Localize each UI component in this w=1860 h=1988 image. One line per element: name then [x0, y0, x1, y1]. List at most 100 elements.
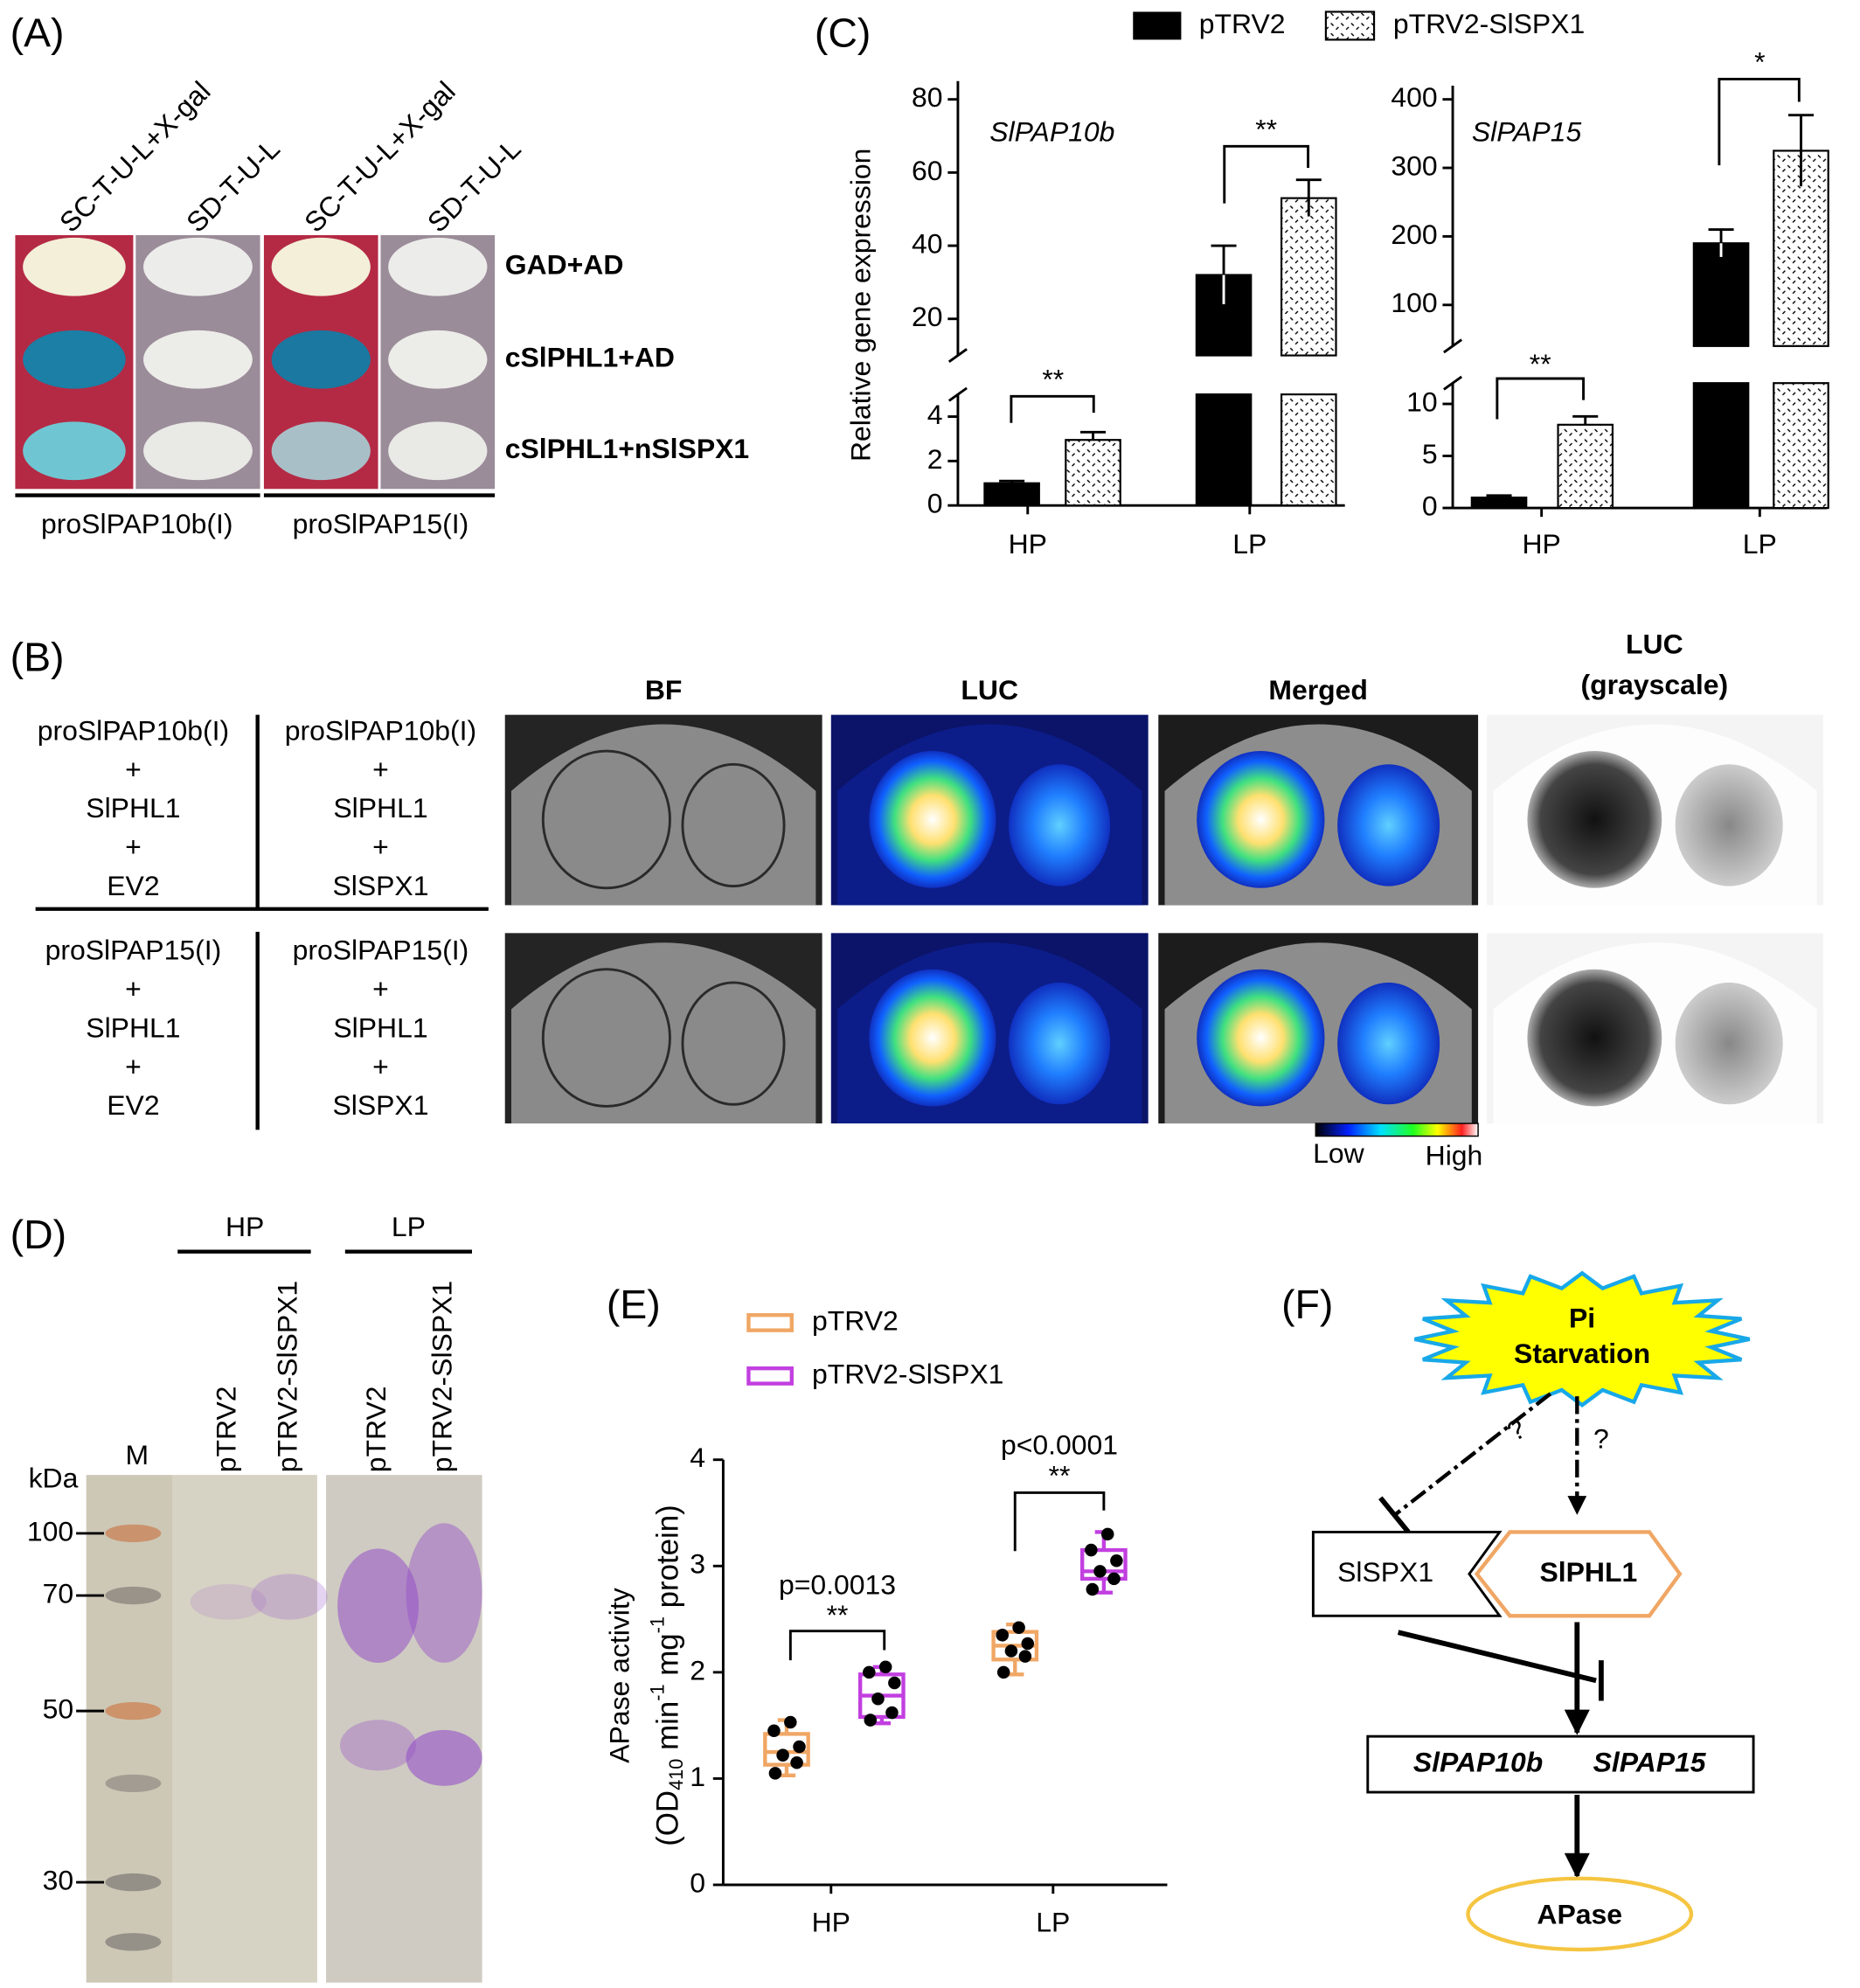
column-header: SD-T-U-L	[180, 133, 286, 239]
significance-label: **	[1042, 363, 1064, 394]
axis-title-part: min	[651, 1701, 685, 1759]
y-tick-label: 400	[1391, 81, 1437, 113]
p-value: p<0.0001	[1001, 1429, 1118, 1461]
chart-title: SlPAP15	[1472, 115, 1582, 147]
protein-band	[337, 1548, 420, 1663]
legend-swatch	[1324, 10, 1376, 41]
y-tick-label: 4	[927, 399, 943, 430]
ladder-band	[105, 1873, 162, 1892]
data-point	[1012, 1621, 1025, 1635]
column-header: SD-T-U-L	[421, 133, 527, 239]
group-label: LP	[392, 1211, 426, 1242]
legend-label: pTRV2-SlSPX1	[812, 1358, 1003, 1389]
data-point	[1021, 1637, 1035, 1651]
row-label: cSlPHL1+nSlSPX1	[505, 433, 749, 464]
leaf	[510, 942, 816, 1124]
infiltration-spot	[1675, 982, 1783, 1105]
panel-label: (C)	[815, 10, 871, 55]
protein-band	[340, 1720, 417, 1771]
significance-bracket	[788, 1630, 886, 1661]
y-tick-label: 60	[912, 155, 943, 186]
bar	[1280, 393, 1337, 507]
chart-title: SlPAP10b	[989, 115, 1114, 147]
y-tick-label: 2	[690, 1654, 705, 1686]
data-point	[776, 1748, 789, 1762]
significance-label: *	[1754, 45, 1765, 77]
ladder-band	[105, 1701, 162, 1720]
data-point	[885, 1706, 899, 1720]
activator-box	[1474, 1530, 1683, 1618]
legend-swatch	[1133, 11, 1182, 40]
legend-label: pTRV2	[1199, 8, 1286, 39]
repressor-label: SlSPX1	[1337, 1556, 1433, 1588]
y-tick-label: 40	[912, 227, 943, 259]
axis-title: APase activity	[604, 1588, 635, 1763]
error-bar	[1080, 430, 1107, 441]
error-bar	[999, 479, 1025, 483]
yeast-spot	[23, 237, 126, 296]
inhibition-line	[1397, 1630, 1597, 1684]
infiltration-spot	[869, 751, 996, 888]
construct-label: +	[125, 754, 142, 785]
error-bar	[1211, 244, 1237, 304]
marker-label: 50	[43, 1693, 74, 1725]
axis-title-part: (OD	[651, 1790, 685, 1846]
data-point	[784, 1715, 797, 1729]
colorbar	[1315, 1123, 1479, 1137]
data-point	[888, 1676, 901, 1690]
data-point	[1107, 1572, 1121, 1586]
y-tick-label: 0	[1422, 490, 1438, 521]
error-bar	[1295, 178, 1322, 217]
data-point	[1018, 1650, 1032, 1663]
data-point	[863, 1665, 876, 1679]
panel-label: (B)	[10, 635, 65, 680]
y-tick-label: 300	[1391, 149, 1437, 181]
infiltration-spot	[681, 981, 786, 1106]
marker-label: 100	[27, 1515, 73, 1547]
data-point	[793, 1740, 806, 1754]
data-point	[878, 1660, 892, 1674]
bar	[1470, 497, 1528, 510]
significance-label: **	[1255, 113, 1277, 144]
error-bar	[1486, 494, 1512, 498]
legend-label: pTRV2	[812, 1304, 899, 1336]
construct-label: proSlPAP10b(I)	[38, 714, 229, 746]
infiltration-spot	[1527, 969, 1662, 1107]
image-header: BF	[645, 674, 683, 706]
data-point	[1086, 1582, 1100, 1596]
construct-label: SlPHL1	[333, 1011, 427, 1043]
axis-title-part: -1	[646, 1684, 668, 1700]
inhibition-line	[1394, 1392, 1552, 1516]
legend-swatch	[746, 1313, 794, 1332]
significance-bracket	[1496, 377, 1586, 420]
x-tick-label: HP	[812, 1906, 850, 1937]
stimulus-label: Starvation	[1514, 1338, 1650, 1369]
row-label: GAD+AD	[505, 249, 624, 281]
inhibition-bar	[1378, 1496, 1411, 1534]
data-point	[768, 1767, 782, 1780]
ladder-band	[105, 1774, 162, 1793]
legend-label: pTRV2-SlSPX1	[1393, 8, 1585, 39]
y-tick-label: 200	[1391, 219, 1437, 250]
y-tick-label: 100	[1391, 287, 1437, 318]
infiltration-spot	[681, 762, 786, 888]
infiltration-spot	[1675, 764, 1783, 886]
construct-label: +	[125, 1051, 142, 1082]
construct-label: SlPHL1	[333, 792, 427, 824]
infiltration-spot	[1197, 969, 1325, 1107]
leaf	[510, 724, 816, 906]
legend-swatch	[746, 1366, 794, 1386]
error-bar	[1572, 414, 1599, 425]
target-label: SlPAP15	[1593, 1747, 1707, 1778]
construct-label: EV2	[107, 1089, 159, 1121]
axis-break	[947, 348, 968, 364]
construct-label: proSlPAP15(I)	[45, 935, 222, 966]
colorbar-label: Low	[1313, 1137, 1365, 1169]
yeast-spot	[271, 330, 371, 389]
yeast-spot	[23, 330, 126, 389]
marker-label: 30	[43, 1865, 74, 1896]
bar	[983, 482, 1040, 507]
y-tick-label: 20	[912, 301, 943, 332]
group-label: proSlPAP10b(I)	[41, 508, 232, 539]
